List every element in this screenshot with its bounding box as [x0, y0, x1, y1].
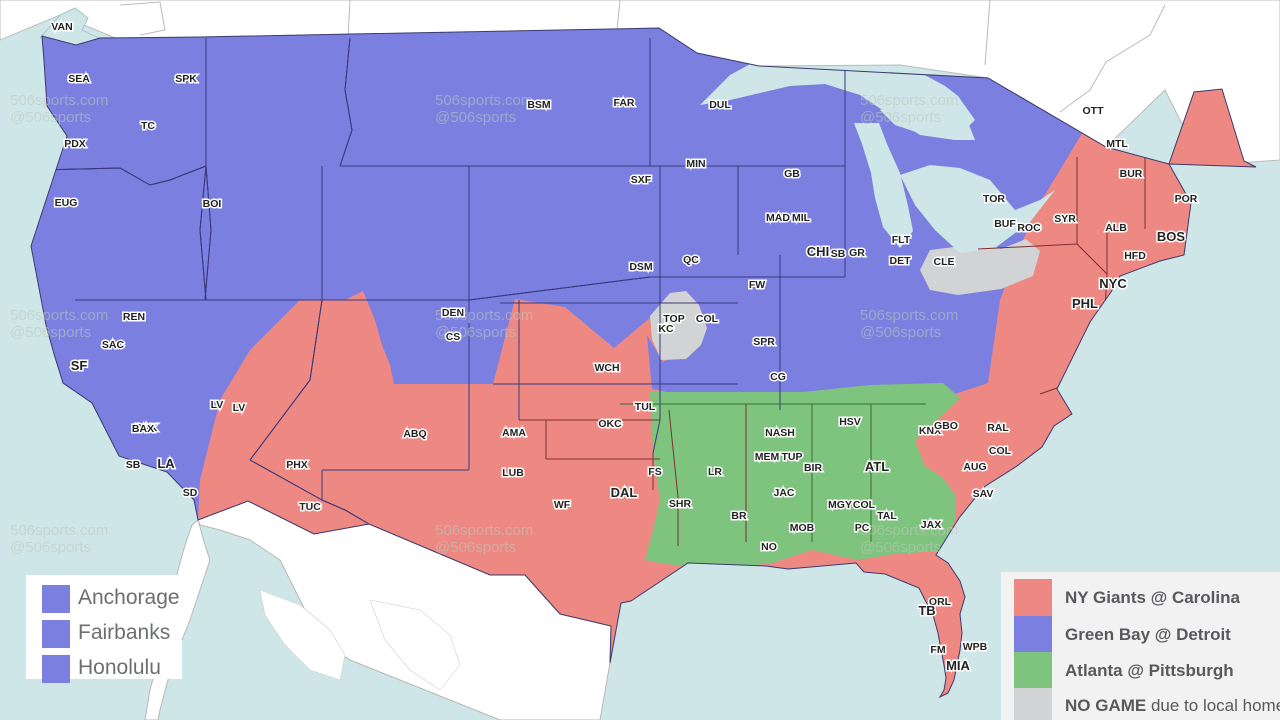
svg-text:MEM: MEM [755, 451, 780, 463]
svg-text:SB: SB [126, 459, 141, 471]
svg-text:BOI: BOI [203, 198, 222, 210]
svg-text:SAV: SAV [973, 488, 994, 500]
svg-text:COL: COL [989, 445, 1012, 457]
svg-text:SPK: SPK [175, 73, 197, 85]
svg-text:DUL: DUL [709, 99, 731, 111]
svg-text:GB: GB [784, 168, 800, 180]
svg-text:FLT: FLT [892, 234, 911, 246]
svg-text:WF: WF [554, 499, 571, 511]
svg-text:ROC: ROC [1017, 222, 1041, 234]
svg-text:KC: KC [658, 323, 674, 335]
svg-text:WCH: WCH [594, 362, 619, 374]
svg-text:LV: LV [211, 399, 224, 411]
svg-text:NYC: NYC [1099, 276, 1127, 291]
svg-text:LR: LR [708, 466, 722, 478]
svg-text:MGY: MGY [828, 499, 852, 511]
svg-text:CG: CG [770, 371, 786, 383]
svg-text:LV: LV [233, 402, 246, 414]
svg-text:WPB: WPB [963, 641, 988, 653]
svg-text:HSV: HSV [839, 416, 861, 428]
svg-text:CS: CS [446, 331, 461, 343]
svg-text:GR: GR [849, 247, 865, 259]
svg-text:REN: REN [123, 311, 145, 323]
svg-text:SB: SB [831, 248, 846, 260]
svg-text:LUB: LUB [502, 467, 524, 479]
svg-text:POR: POR [1175, 193, 1198, 205]
svg-text:FM: FM [930, 644, 945, 656]
svg-text:TUP: TUP [782, 451, 803, 463]
svg-text:COL: COL [696, 313, 719, 325]
svg-text:SD: SD [183, 487, 198, 499]
svg-text:NO: NO [761, 541, 777, 553]
svg-text:BAX: BAX [132, 423, 154, 435]
svg-text:BR: BR [731, 510, 747, 522]
svg-text:FS: FS [648, 466, 661, 478]
svg-text:CLE: CLE [934, 256, 955, 268]
svg-text:TOR: TOR [983, 193, 1005, 205]
svg-text:VAN: VAN [51, 21, 72, 33]
svg-text:SPR: SPR [753, 336, 775, 348]
svg-text:MIL: MIL [792, 212, 811, 224]
svg-text:MTL: MTL [1106, 138, 1128, 150]
svg-text:RAL: RAL [987, 422, 1009, 434]
svg-text:OKC: OKC [598, 418, 622, 430]
svg-text:PHL: PHL [1072, 296, 1098, 311]
svg-text:NASH: NASH [765, 427, 795, 439]
svg-text:SAC: SAC [102, 339, 125, 351]
svg-text:TUL: TUL [635, 401, 656, 413]
svg-text:DEN: DEN [442, 307, 464, 319]
svg-text:COL: COL [853, 499, 876, 511]
svg-text:BUF: BUF [994, 218, 1016, 230]
svg-text:PDX: PDX [64, 138, 86, 150]
svg-text:TB: TB [918, 603, 935, 618]
svg-text:TAL: TAL [877, 510, 897, 522]
svg-text:LA: LA [157, 456, 175, 471]
svg-text:BOS: BOS [1157, 229, 1186, 244]
svg-text:FW: FW [749, 279, 765, 291]
svg-text:HFD: HFD [1124, 250, 1146, 262]
svg-text:CHI: CHI [807, 244, 829, 259]
svg-text:SXF: SXF [631, 174, 652, 186]
svg-text:DSM: DSM [629, 261, 653, 273]
svg-text:MAD: MAD [766, 212, 790, 224]
svg-text:FAR: FAR [614, 97, 635, 109]
svg-text:ABQ: ABQ [403, 428, 426, 440]
svg-text:MIN: MIN [686, 158, 705, 170]
svg-text:BIR: BIR [804, 462, 823, 474]
svg-text:MIA: MIA [946, 658, 970, 673]
svg-text:SHR: SHR [669, 498, 692, 510]
svg-text:GBO: GBO [934, 420, 958, 432]
svg-text:BSM: BSM [527, 99, 551, 111]
svg-text:EUG: EUG [55, 197, 78, 209]
svg-text:QC: QC [683, 254, 699, 266]
svg-text:DET: DET [890, 255, 912, 267]
svg-text:OTT: OTT [1083, 105, 1105, 117]
svg-text:MOB: MOB [790, 522, 815, 534]
svg-text:ATL: ATL [865, 459, 889, 474]
svg-text:SF: SF [71, 358, 88, 373]
svg-text:JAX: JAX [921, 519, 941, 531]
svg-text:PC: PC [855, 522, 870, 534]
svg-text:JAC: JAC [773, 487, 794, 499]
svg-text:BUR: BUR [1120, 168, 1143, 180]
svg-text:AMA: AMA [502, 427, 526, 439]
svg-text:DAL: DAL [611, 485, 638, 500]
svg-text:AUG: AUG [963, 461, 986, 473]
svg-text:PHX: PHX [286, 459, 308, 471]
svg-text:TC: TC [141, 120, 155, 132]
svg-text:TUC: TUC [299, 501, 321, 513]
svg-text:ALB: ALB [1105, 222, 1127, 234]
svg-text:SEA: SEA [68, 73, 90, 85]
svg-text:SYR: SYR [1054, 213, 1076, 225]
